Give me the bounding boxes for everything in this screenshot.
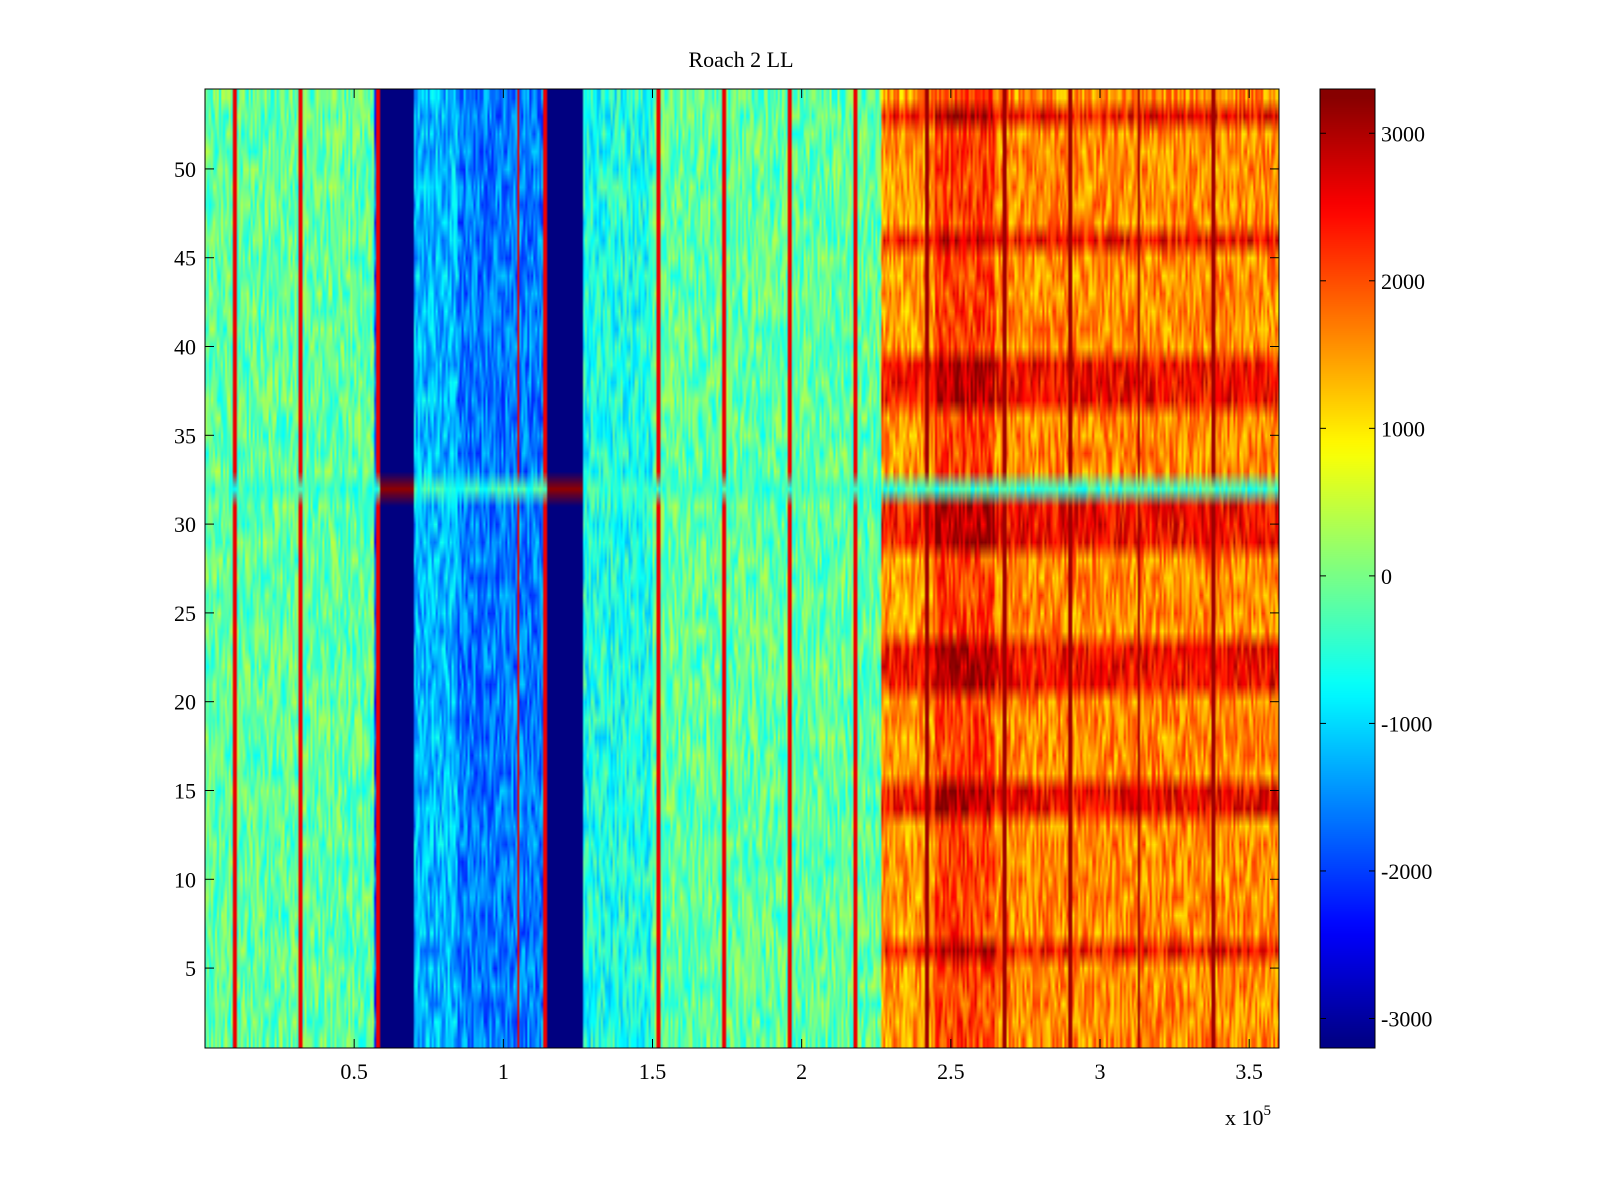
x-tick-label: 3.5 xyxy=(1235,1059,1263,1084)
colorbar-image xyxy=(1320,89,1375,1048)
heatmap-image xyxy=(205,89,1279,1048)
x-multiplier-label: x 105 xyxy=(1225,1103,1271,1130)
y-tick-label: 30 xyxy=(174,512,196,537)
x-tick-label: 2.5 xyxy=(937,1059,965,1084)
x-tick-label: 1.5 xyxy=(639,1059,667,1084)
colorbar-tick-label: 2000 xyxy=(1381,269,1425,294)
x-axis: 0.5 1 1.5 2 2.5 3 3.5 xyxy=(340,89,1263,1084)
x-multiplier-base: x 10 xyxy=(1225,1105,1264,1130)
y-tick-label: 35 xyxy=(174,423,196,448)
colorbar-axis: -3000 -2000 -1000 0 1000 2000 3000 xyxy=(1320,121,1432,1031)
colorbar-tick-label: 1000 xyxy=(1381,416,1425,441)
y-tick-label: 50 xyxy=(174,157,196,182)
colorbar-tick-label: 3000 xyxy=(1381,121,1425,146)
y-tick-label: 15 xyxy=(174,778,196,803)
x-multiplier-exponent: 5 xyxy=(1264,1103,1272,1119)
y-tick-label: 45 xyxy=(174,246,196,271)
y-axis: 5 10 15 20 25 30 35 40 45 50 xyxy=(174,157,1279,981)
colorbar-tick-label: -2000 xyxy=(1381,859,1432,884)
x-tick-label: 0.5 xyxy=(340,1059,368,1084)
colorbar-frame xyxy=(1319,88,1376,1049)
y-tick-label: 5 xyxy=(185,956,196,981)
y-tick-label: 40 xyxy=(174,335,196,360)
x-tick-label: 2 xyxy=(796,1059,807,1084)
colorbar-tick-label: 0 xyxy=(1381,564,1392,589)
y-tick-label: 20 xyxy=(174,690,196,715)
x-tick-label: 3 xyxy=(1095,1059,1106,1084)
chart-title: Roach 2 LL xyxy=(688,47,793,72)
y-tick-label: 25 xyxy=(174,601,196,626)
y-tick-label: 10 xyxy=(174,867,196,892)
plot-frame xyxy=(204,88,1280,1049)
x-tick-label: 1 xyxy=(498,1059,509,1084)
colorbar-tick-label: -1000 xyxy=(1381,711,1432,736)
colorbar-tick-label: -3000 xyxy=(1381,1006,1432,1031)
